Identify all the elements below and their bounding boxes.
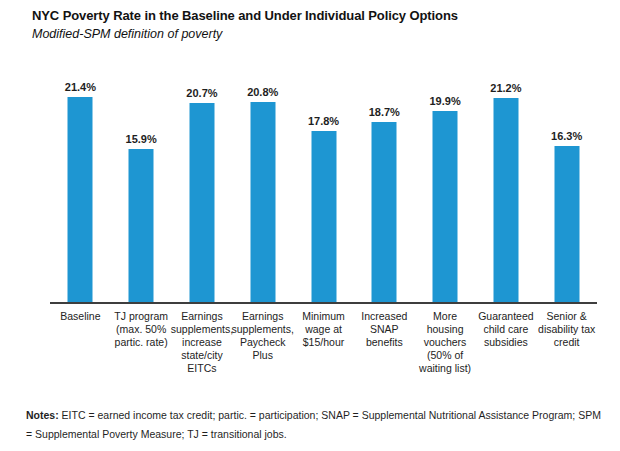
bar-column: 21.4% [50, 70, 111, 302]
category-column: Senior & disability tax credit [536, 310, 597, 390]
bar-value-label: 16.3% [551, 130, 582, 142]
bar-value-label: 17.8% [308, 115, 339, 127]
category-label: Minimum wage at $15/hour [302, 310, 345, 349]
bar-column: 17.8% [293, 70, 354, 302]
chart-figure: NYC Poverty Rate in the Baseline and Und… [0, 0, 620, 451]
category-column: More housing vouchers (50% of waiting li… [415, 310, 476, 390]
bar-value-label: 20.8% [247, 86, 278, 98]
category-column: Baseline [50, 310, 111, 390]
bar-column: 21.2% [475, 70, 536, 302]
bar [433, 111, 458, 302]
category-label: Earnings supplements, Paycheck Plus [232, 310, 294, 362]
bar-value-label: 15.9% [126, 133, 157, 145]
category-column: Guaranteed child care subsidies [475, 310, 536, 390]
category-column: Increased SNAP benefits [354, 310, 415, 390]
bar [372, 122, 397, 302]
chart-notes: Notes: EITC = earned income tax credit; … [26, 406, 606, 444]
x-axis-labels: Baseline TJ program (max. 50% partic. rat… [50, 310, 597, 390]
bar-column: 20.7% [172, 70, 233, 302]
bar-value-label: 20.7% [186, 87, 217, 99]
category-column: Earnings supplements, Paycheck Plus [232, 310, 293, 390]
plot-area: 21.4% 15.9% 20.7% 20.8% 17.8% 18.7% 19.9% 21.2%… [50, 70, 597, 304]
bar [68, 97, 93, 302]
category-label: More housing vouchers (50% of waiting li… [419, 310, 471, 375]
bar-value-label: 21.4% [65, 81, 96, 93]
chart-title: NYC Poverty Rate in the Baseline and Und… [32, 8, 458, 23]
category-label: Senior & disability tax credit [538, 310, 595, 349]
bar-column: 15.9% [111, 70, 172, 302]
bar-column: 16.3% [536, 70, 597, 302]
notes-text: EITC = earned income tax credit; partic.… [26, 409, 601, 440]
category-label: Baseline [60, 310, 100, 323]
chart-subtitle: Modified-SPM definition of poverty [32, 27, 222, 41]
bar [493, 98, 518, 302]
category-label: Guaranteed child care subsidies [478, 310, 533, 349]
bar [129, 149, 154, 302]
bar [189, 103, 214, 302]
bar [250, 102, 275, 302]
bar-value-label: 21.2% [490, 82, 521, 94]
bar [554, 146, 579, 302]
category-column: Minimum wage at $15/hour [293, 310, 354, 390]
category-column: Earnings supplements, increase state/cit… [172, 310, 233, 390]
category-label: Earnings supplements, increase state/cit… [171, 310, 233, 375]
bar-column: 19.9% [415, 70, 476, 302]
notes-label: Notes: [26, 409, 59, 421]
bar [311, 131, 336, 302]
bar-value-label: 18.7% [369, 106, 400, 118]
bar-column: 20.8% [232, 70, 293, 302]
bar-column: 18.7% [354, 70, 415, 302]
category-label: Increased SNAP benefits [361, 310, 407, 349]
bar-value-label: 19.9% [429, 95, 460, 107]
category-label: TJ program (max. 50% partic. rate) [114, 310, 168, 349]
category-column: TJ program (max. 50% partic. rate) [111, 310, 172, 390]
